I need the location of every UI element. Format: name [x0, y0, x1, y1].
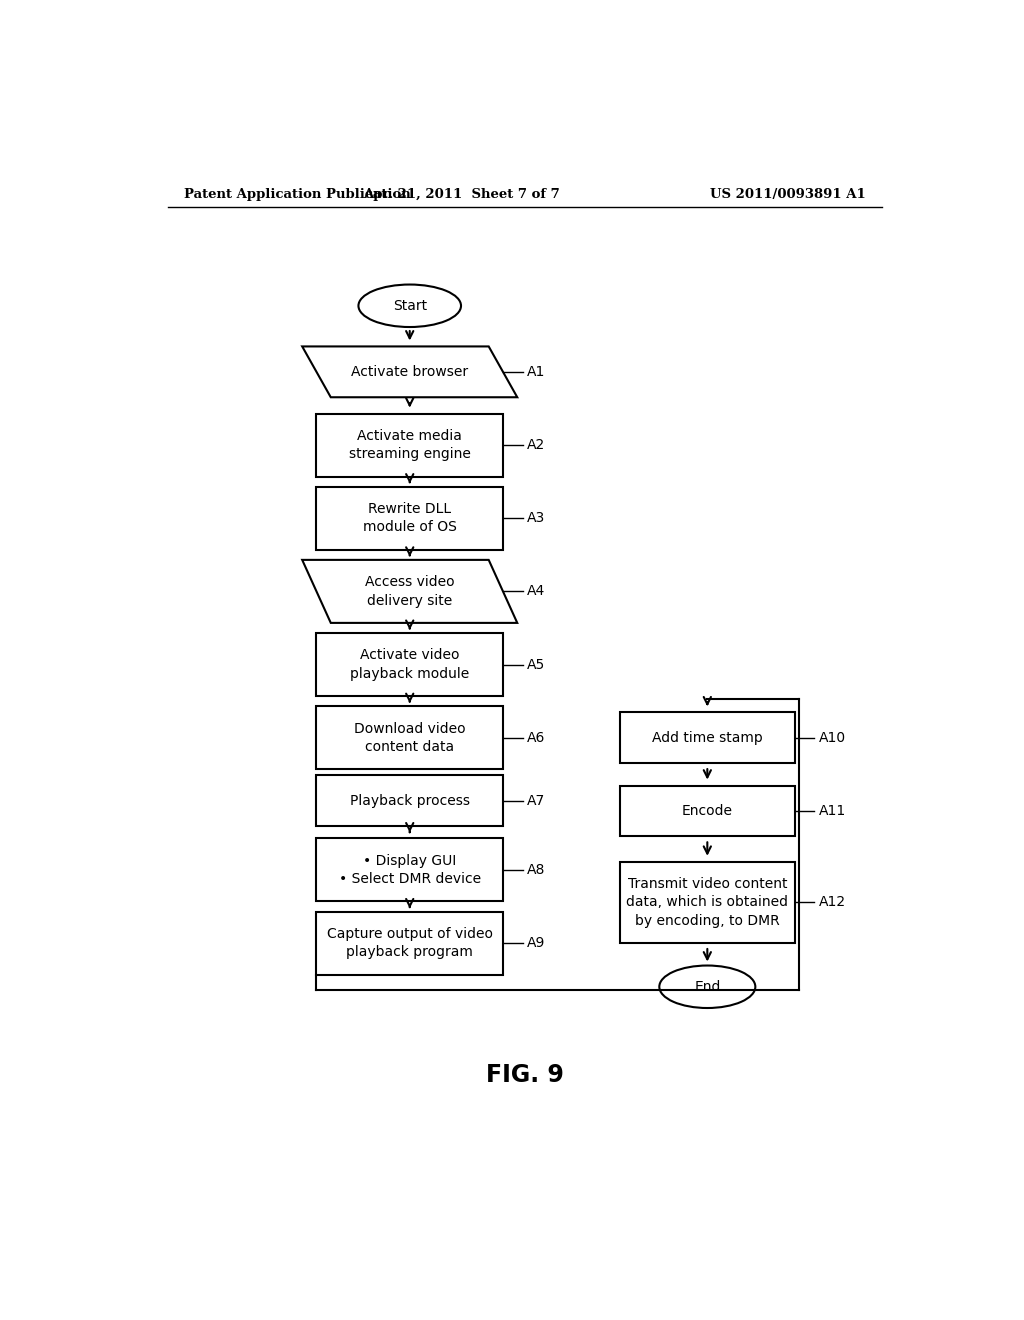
FancyBboxPatch shape — [316, 775, 503, 826]
FancyBboxPatch shape — [316, 413, 503, 477]
Text: Rewrite DLL
module of OS: Rewrite DLL module of OS — [362, 502, 457, 535]
Text: A5: A5 — [526, 657, 545, 672]
Text: Capture output of video
playback program: Capture output of video playback program — [327, 927, 493, 960]
FancyBboxPatch shape — [316, 487, 503, 549]
FancyBboxPatch shape — [316, 912, 503, 974]
Text: A1: A1 — [526, 364, 545, 379]
Text: Playback process: Playback process — [350, 793, 470, 808]
FancyBboxPatch shape — [620, 862, 795, 942]
Text: Activate browser: Activate browser — [351, 364, 468, 379]
FancyBboxPatch shape — [620, 785, 795, 837]
Text: Patent Application Publication: Patent Application Publication — [183, 189, 411, 202]
Text: A9: A9 — [526, 936, 545, 950]
Text: A8: A8 — [526, 863, 545, 876]
Text: Add time stamp: Add time stamp — [652, 731, 763, 744]
Text: FIG. 9: FIG. 9 — [485, 1063, 564, 1088]
Ellipse shape — [659, 965, 756, 1008]
Text: Apr. 21, 2011  Sheet 7 of 7: Apr. 21, 2011 Sheet 7 of 7 — [362, 189, 560, 202]
FancyBboxPatch shape — [316, 838, 503, 902]
Polygon shape — [302, 560, 517, 623]
Text: A12: A12 — [818, 895, 846, 909]
Ellipse shape — [358, 285, 461, 327]
Text: Encode: Encode — [682, 804, 733, 818]
Polygon shape — [302, 346, 517, 397]
FancyBboxPatch shape — [316, 706, 503, 770]
Text: • Display GUI
• Select DMR device: • Display GUI • Select DMR device — [339, 854, 481, 886]
Text: US 2011/0093891 A1: US 2011/0093891 A1 — [711, 189, 866, 202]
Text: A4: A4 — [526, 585, 545, 598]
Text: A10: A10 — [818, 731, 846, 744]
FancyBboxPatch shape — [316, 634, 503, 696]
Text: A7: A7 — [526, 793, 545, 808]
Text: Activate video
playback module: Activate video playback module — [350, 648, 469, 681]
Text: Download video
content data: Download video content data — [354, 722, 466, 754]
Text: Start: Start — [392, 298, 427, 313]
FancyBboxPatch shape — [620, 713, 795, 763]
Text: A6: A6 — [526, 731, 545, 744]
Text: A2: A2 — [526, 438, 545, 451]
Text: Activate media
streaming engine: Activate media streaming engine — [349, 429, 471, 461]
Text: A11: A11 — [818, 804, 846, 818]
Text: End: End — [694, 979, 721, 994]
Text: Access video
delivery site: Access video delivery site — [365, 576, 455, 607]
Text: A3: A3 — [526, 511, 545, 525]
Text: Transmit video content
data, which is obtained
by encoding, to DMR: Transmit video content data, which is ob… — [627, 876, 788, 928]
